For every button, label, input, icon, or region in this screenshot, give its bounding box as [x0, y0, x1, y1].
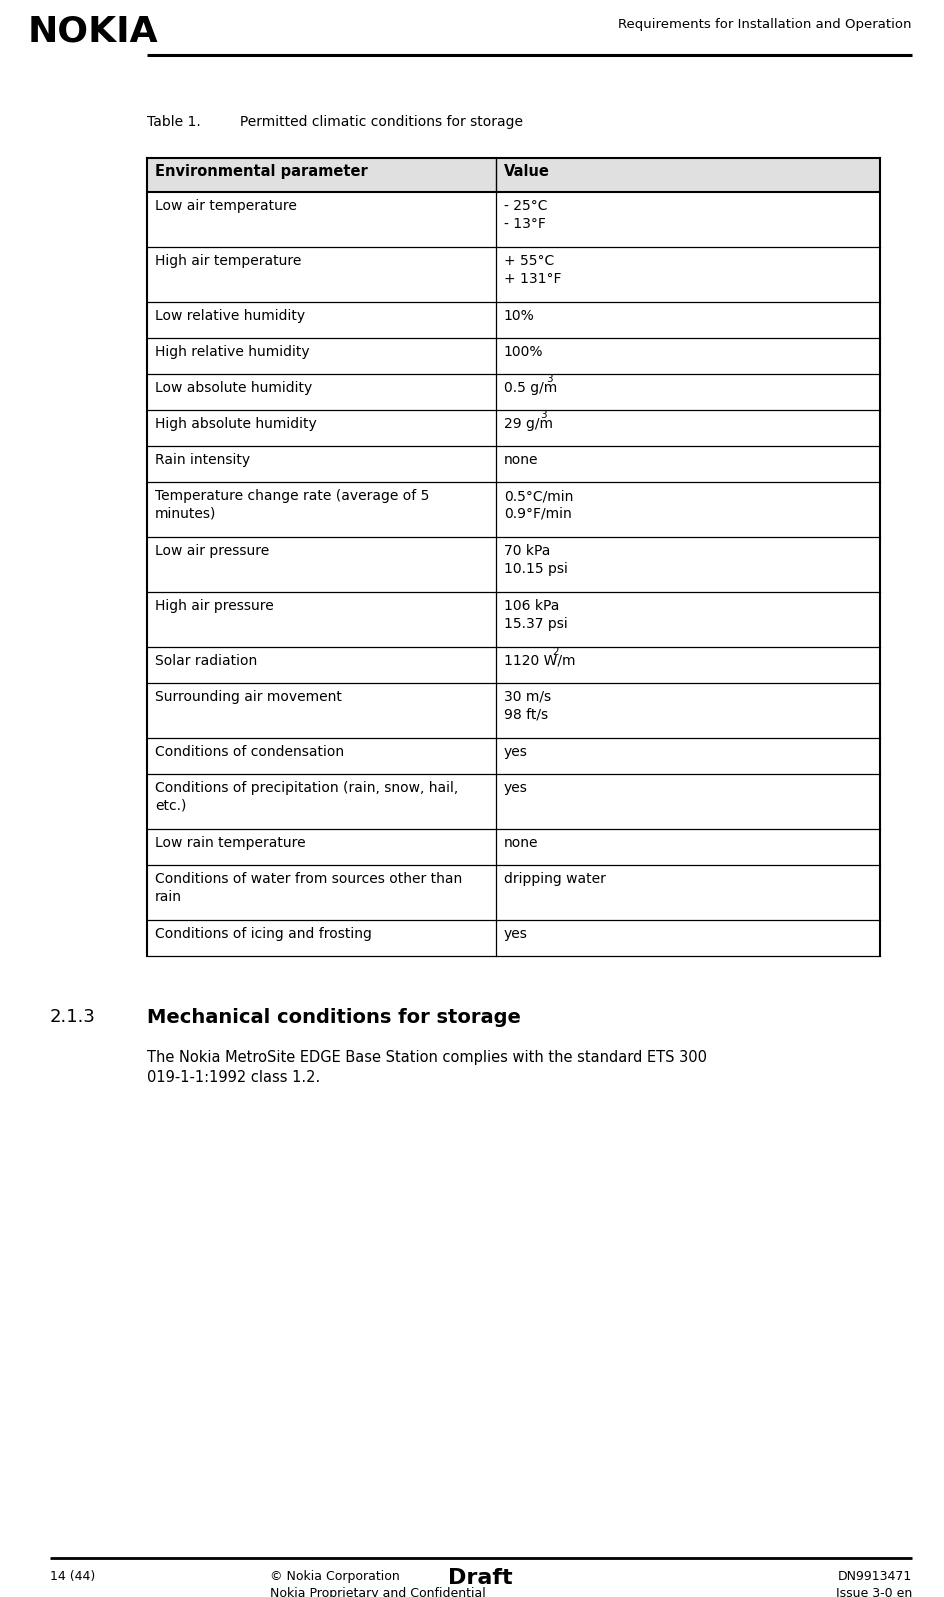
Text: none: none — [503, 835, 538, 850]
Text: Low air temperature: Low air temperature — [155, 200, 296, 212]
Text: 1120 W/m: 1120 W/m — [503, 655, 575, 668]
Text: Permitted climatic conditions for storage: Permitted climatic conditions for storag… — [218, 115, 522, 129]
Text: Surrounding air movement: Surrounding air movement — [155, 690, 342, 704]
Text: 14 (44): 14 (44) — [50, 1570, 95, 1583]
Text: Low absolute humidity: Low absolute humidity — [155, 382, 312, 394]
Text: Conditions of condensation: Conditions of condensation — [155, 744, 344, 759]
Text: Rain intensity: Rain intensity — [155, 454, 250, 466]
Text: Value: Value — [503, 164, 549, 179]
Text: Temperature change rate (average of 5
minutes): Temperature change rate (average of 5 mi… — [155, 489, 429, 521]
Text: 30 m/s
98 ft/s: 30 m/s 98 ft/s — [503, 690, 550, 722]
Text: Solar radiation: Solar radiation — [155, 655, 257, 668]
Text: yes: yes — [503, 926, 528, 941]
Text: 10%: 10% — [503, 308, 534, 323]
Text: yes: yes — [503, 744, 528, 759]
Text: Low relative humidity: Low relative humidity — [155, 308, 305, 323]
Text: 0.5°C/min
0.9°F/min: 0.5°C/min 0.9°F/min — [503, 489, 573, 521]
Text: 100%: 100% — [503, 345, 543, 359]
Text: High relative humidity: High relative humidity — [155, 345, 310, 359]
Text: dripping water: dripping water — [503, 872, 605, 886]
Text: Low rain temperature: Low rain temperature — [155, 835, 305, 850]
Text: none: none — [503, 454, 538, 466]
Text: 70 kPa
10.15 psi: 70 kPa 10.15 psi — [503, 545, 567, 577]
Text: Mechanical conditions for storage: Mechanical conditions for storage — [147, 1008, 520, 1027]
Text: 2.1.3: 2.1.3 — [50, 1008, 95, 1025]
Text: DN9913471: DN9913471 — [837, 1570, 911, 1583]
Text: Issue 3-0 en: Issue 3-0 en — [834, 1587, 911, 1597]
Text: 0.5 g/m: 0.5 g/m — [503, 382, 557, 394]
Text: 3: 3 — [546, 374, 552, 383]
Bar — [147, 158, 879, 192]
Text: Table 1.: Table 1. — [147, 115, 200, 129]
Text: 29 g/m: 29 g/m — [503, 417, 552, 431]
Text: 2: 2 — [552, 647, 559, 656]
Text: The Nokia MetroSite EDGE Base Station complies with the standard ETS 300: The Nokia MetroSite EDGE Base Station co… — [147, 1049, 706, 1065]
Text: Conditions of water from sources other than
rain: Conditions of water from sources other t… — [155, 872, 462, 904]
Text: Environmental parameter: Environmental parameter — [155, 164, 367, 179]
Text: yes: yes — [503, 781, 528, 795]
Text: High air pressure: High air pressure — [155, 599, 274, 613]
Text: High absolute humidity: High absolute humidity — [155, 417, 316, 431]
Text: Conditions of precipitation (rain, snow, hail,
etc.): Conditions of precipitation (rain, snow,… — [155, 781, 458, 813]
Text: High air temperature: High air temperature — [155, 254, 301, 268]
Text: - 25°C
- 13°F: - 25°C - 13°F — [503, 200, 547, 232]
Text: Low air pressure: Low air pressure — [155, 545, 269, 557]
Text: © Nokia Corporation: © Nokia Corporation — [270, 1570, 399, 1583]
Text: Conditions of icing and frosting: Conditions of icing and frosting — [155, 926, 372, 941]
Text: NOKIA: NOKIA — [28, 14, 159, 50]
Text: Requirements for Installation and Operation: Requirements for Installation and Operat… — [617, 18, 911, 30]
Text: 019-1-1:1992 class 1.2.: 019-1-1:1992 class 1.2. — [147, 1070, 320, 1084]
Text: Draft: Draft — [447, 1568, 512, 1587]
Text: 106 kPa
15.37 psi: 106 kPa 15.37 psi — [503, 599, 567, 631]
Text: + 55°C
+ 131°F: + 55°C + 131°F — [503, 254, 561, 286]
Text: Nokia Proprietary and Confidential: Nokia Proprietary and Confidential — [270, 1587, 485, 1597]
Text: 3: 3 — [540, 410, 547, 420]
